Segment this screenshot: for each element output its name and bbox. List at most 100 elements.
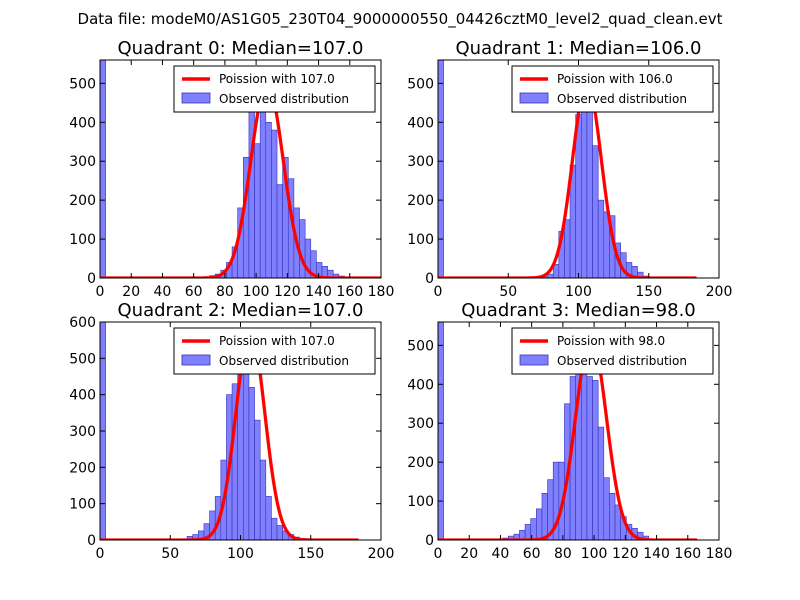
- quadrant-0-plot: 0 20 40 60 80 100 120 140 160 1800100200300400500…: [69, 38, 394, 300]
- quadrant-1-title: Quadrant 1: Median=106.0: [456, 38, 702, 59]
- y-tick-label: 600: [69, 315, 96, 331]
- histogram-bar: [541, 492, 548, 540]
- y-tick-label: 500: [407, 76, 434, 92]
- y-tick-label: 0: [87, 533, 96, 549]
- y-tick-label: 100: [407, 232, 434, 248]
- legend-label: Observed distribution: [219, 92, 349, 106]
- x-tick-label: 160: [674, 546, 701, 562]
- histogram-bar: [603, 477, 610, 540]
- x-tick-label: 140: [643, 546, 670, 562]
- y-tick-label: 0: [425, 271, 434, 287]
- legend-box: [173, 327, 376, 375]
- x-tick-label: 120: [612, 546, 639, 562]
- panels: 0 20 40 60 80 100 120 140 160 1800100200300400500…: [69, 38, 732, 562]
- y-tick-label: 200: [69, 460, 96, 476]
- x-tick-label: 180: [368, 284, 395, 300]
- x-tick-label: 160: [336, 284, 363, 300]
- legend: Poission with 106.0 Observed distribution: [511, 65, 714, 113]
- legend-label: Observed distribution: [557, 354, 687, 368]
- legend-label: Poission with 107.0: [219, 72, 335, 86]
- histogram-bar: [592, 145, 599, 278]
- y-tick-label: 0: [87, 271, 96, 287]
- y-tick-label: 300: [69, 154, 96, 170]
- histogram-bar: [259, 83, 267, 278]
- y-tick-label: 400: [407, 115, 434, 131]
- y-tick-label: 100: [407, 494, 434, 510]
- histogram-bar: [592, 380, 599, 540]
- y-tick-label: 200: [407, 455, 434, 471]
- y-tick-label: 400: [69, 115, 96, 131]
- y-tick-label: 300: [69, 424, 96, 440]
- x-tick-label: 150: [635, 284, 662, 300]
- x-tick-label: 200: [368, 546, 395, 562]
- x-tick-label: 50: [499, 284, 517, 300]
- histogram-bar: [271, 129, 278, 278]
- histogram-bar: [265, 496, 272, 540]
- x-tick-label: 0: [96, 546, 105, 562]
- histogram-bar: [271, 517, 278, 540]
- histogram-bar: [100, 60, 106, 278]
- legend-patch-swatch: [181, 92, 211, 104]
- y-tick-label: 300: [407, 154, 434, 170]
- plot-area: [100, 322, 359, 540]
- x-tick-label: 40: [492, 546, 510, 562]
- x-tick-label: 60: [185, 284, 203, 300]
- y-tick-label: 0: [425, 533, 434, 549]
- quadrant-2-plot: 0 50 100 150 200 0 100 200 300 400 500 600 Quadrant …: [69, 300, 394, 562]
- legend-box: [173, 65, 376, 113]
- y-tick-label: 400: [69, 388, 96, 404]
- x-tick-label: 0: [434, 284, 443, 300]
- histogram-bar: [438, 322, 444, 540]
- x-tick-label: 100: [565, 284, 592, 300]
- axes-frame: [437, 321, 720, 541]
- x-tick-label: 100: [581, 546, 608, 562]
- x-tick-label: 80: [216, 284, 234, 300]
- legend-label: Observed distribution: [219, 354, 349, 368]
- histogram-bar: [564, 219, 571, 278]
- y-tick-label: 300: [407, 416, 434, 432]
- figure-title: Data file: modeM0/AS1G05_230T04_90000005…: [78, 10, 723, 29]
- histogram-bar: [536, 508, 543, 540]
- histogram-bar: [254, 143, 261, 278]
- histogram-bar: [299, 219, 306, 278]
- histogram-bar: [276, 184, 283, 278]
- legend: Poission with 98.0 Observed distribution: [511, 327, 714, 375]
- y-tick-label: 400: [407, 377, 434, 393]
- histogram-bar: [597, 426, 605, 540]
- x-tick-label: 200: [706, 284, 733, 300]
- y-tick-label: 200: [407, 193, 434, 209]
- histogram-bar: [259, 459, 267, 540]
- quadrant-3-plot: 0 20 40 60 80 100 120 140 160 1800100200300400500…: [407, 300, 732, 562]
- quadrant-2-title: Quadrant 2: Median=107.0: [118, 300, 364, 321]
- quadrant-0-title: Quadrant 0: Median=107.0: [118, 38, 364, 59]
- x-tick-label: 20: [122, 284, 140, 300]
- legend-label: Observed distribution: [557, 92, 687, 106]
- histogram-bar: [609, 492, 616, 540]
- x-tick-label: 0: [434, 546, 443, 562]
- legend: Poission with 107.0 Observed distribution: [173, 327, 376, 375]
- x-tick-label: 50: [161, 546, 179, 562]
- x-tick-label: 60: [523, 546, 541, 562]
- histogram-bar: [586, 106, 593, 278]
- x-tick-label: 100: [243, 284, 270, 300]
- legend-patch-swatch: [181, 354, 211, 366]
- legend-patch-swatch: [519, 92, 549, 104]
- axes-frame: [99, 59, 382, 279]
- x-tick-label: 140: [305, 284, 332, 300]
- quadrant-3-title: Quadrant 3: Median=98.0: [461, 300, 696, 321]
- y-tick-label: 500: [69, 76, 96, 92]
- legend-label: Poission with 107.0: [219, 334, 335, 348]
- legend: Poission with 107.0 Observed distribution: [173, 65, 376, 113]
- histogram-bar: [276, 525, 283, 540]
- histogram-bar: [524, 524, 532, 540]
- histogram-bar: [438, 60, 444, 278]
- legend-box: [511, 327, 714, 375]
- legend-label: Poission with 106.0: [557, 72, 673, 86]
- x-tick-label: 180: [706, 546, 733, 562]
- x-tick-label: 20: [460, 546, 478, 562]
- x-tick-label: 0: [96, 284, 105, 300]
- y-tick-label: 500: [69, 351, 96, 367]
- x-tick-label: 80: [554, 546, 572, 562]
- x-tick-label: 100: [227, 546, 254, 562]
